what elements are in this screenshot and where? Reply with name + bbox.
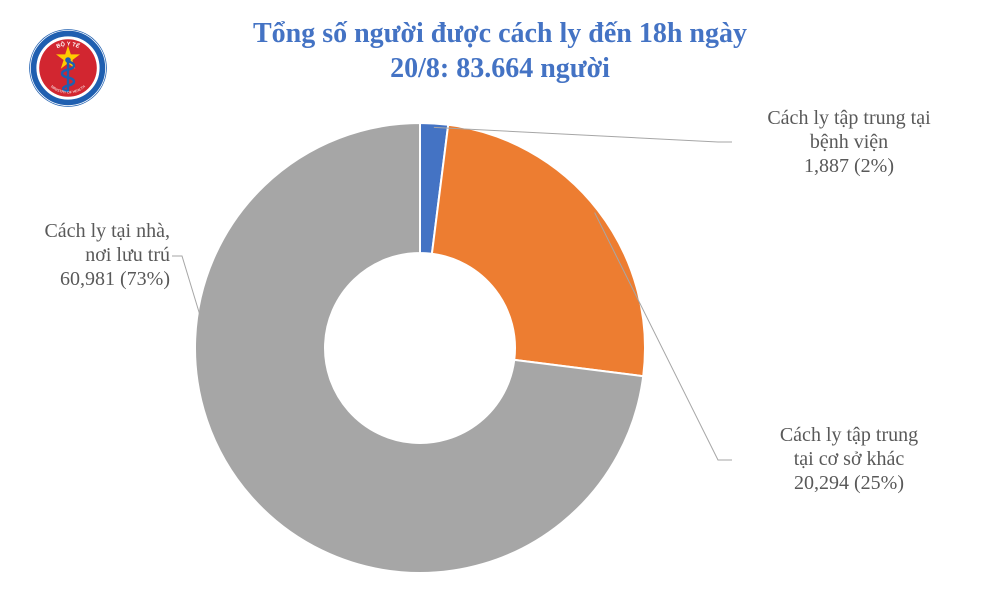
donut-chart (170, 98, 670, 598)
title-line-2: 20/8: 83.664 người (390, 53, 610, 84)
slice-label-home: Cách ly tại nhà, nơi lưu trú 60,981 (73%… (0, 219, 170, 291)
chart-title: Tổng số người được cách ly đến 18h ngày … (0, 16, 1000, 86)
slice-label-other-facility: Cách ly tập trung tại cơ sở khác 20,294 … (734, 423, 964, 495)
ministry-of-health-logo: BỘ Y TẾ MINISTRY OF HEALTH (28, 28, 108, 108)
title-line-1: Tổng số người được cách ly đến 18h ngày (253, 18, 747, 49)
donut-slice (432, 125, 645, 376)
slice-label-hospital: Cách ly tập trung tại bệnh viện 1,887 (2… (734, 106, 964, 178)
